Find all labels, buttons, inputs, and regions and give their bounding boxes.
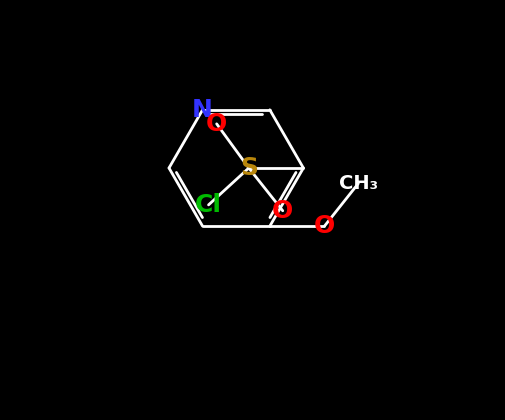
Text: Cl: Cl [194, 193, 222, 217]
Text: O: O [313, 214, 334, 238]
Text: O: O [272, 199, 293, 223]
Text: CH₃: CH₃ [338, 174, 377, 193]
Text: N: N [192, 98, 213, 122]
Text: S: S [239, 156, 257, 180]
Text: O: O [206, 112, 227, 136]
